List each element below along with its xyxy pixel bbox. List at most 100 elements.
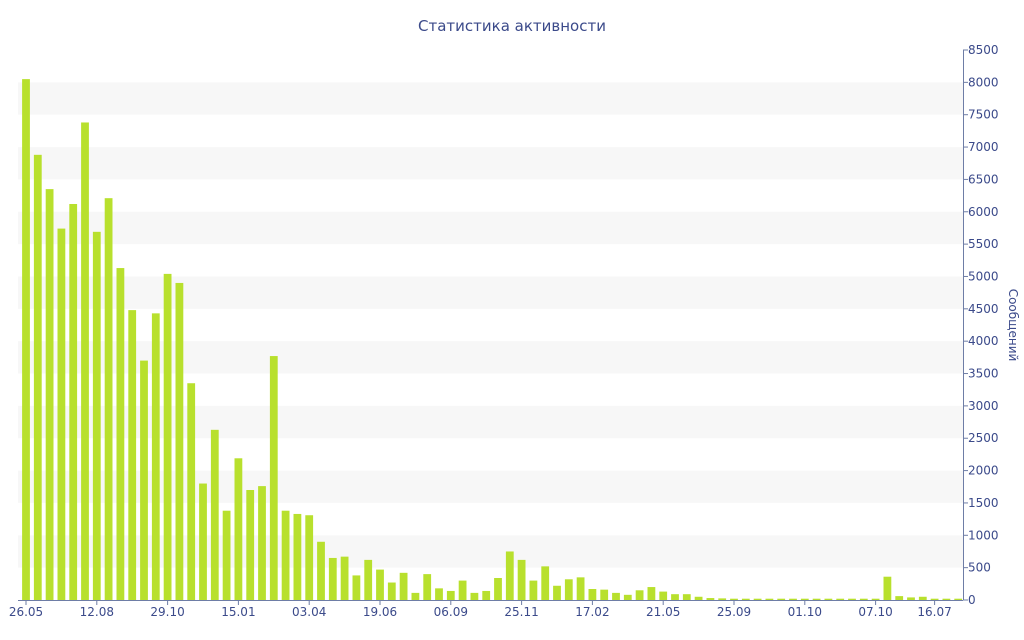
axes — [18, 50, 964, 601]
grid-band — [18, 535, 963, 568]
bar[interactable] — [907, 597, 915, 600]
bar[interactable] — [730, 598, 738, 600]
bar[interactable] — [281, 510, 290, 600]
bar[interactable] — [682, 594, 691, 600]
bar[interactable] — [930, 598, 939, 600]
bar[interactable] — [435, 588, 443, 600]
bar[interactable] — [671, 594, 679, 600]
grid-band — [18, 276, 963, 309]
bar[interactable] — [553, 585, 561, 600]
bar[interactable] — [623, 594, 632, 600]
bar[interactable] — [57, 228, 66, 600]
bar[interactable] — [612, 592, 620, 600]
bar[interactable] — [411, 592, 420, 600]
bar[interactable] — [588, 589, 597, 600]
bar[interactable] — [446, 590, 455, 600]
y-tick-label: 8500 — [968, 43, 999, 57]
bar[interactable] — [470, 592, 479, 600]
bar[interactable] — [210, 429, 219, 600]
bar[interactable] — [789, 598, 797, 600]
x-tick-label: 29.10 — [150, 605, 184, 619]
bar[interactable] — [635, 590, 644, 600]
bar[interactable] — [777, 598, 786, 600]
bar[interactable] — [352, 575, 361, 600]
bar[interactable] — [895, 596, 904, 600]
grid-band — [18, 405, 963, 439]
bar[interactable] — [505, 551, 514, 600]
bar[interactable] — [33, 154, 42, 600]
x-tick-label: 03.04 — [292, 605, 326, 619]
bar[interactable] — [151, 313, 160, 600]
bar[interactable] — [517, 559, 526, 600]
bar[interactable] — [482, 590, 491, 600]
bar[interactable] — [800, 598, 809, 600]
bar[interactable] — [116, 268, 125, 600]
bar[interactable] — [293, 513, 302, 600]
bar[interactable] — [328, 557, 337, 600]
bar[interactable] — [564, 579, 573, 600]
bar[interactable] — [45, 189, 54, 600]
bar[interactable] — [234, 458, 243, 600]
bar[interactable] — [529, 580, 538, 600]
x-tick-label: 16.07 — [917, 605, 951, 619]
bar[interactable] — [269, 356, 278, 600]
x-tick-label: 12.08 — [80, 605, 114, 619]
bar[interactable] — [458, 580, 467, 600]
bar[interactable] — [305, 515, 314, 600]
bar[interactable] — [163, 273, 172, 600]
y-tick-label: 7000 — [968, 140, 999, 154]
bar[interactable] — [258, 486, 266, 600]
x-tick-label: 26.05 — [9, 605, 43, 619]
bar[interactable] — [175, 282, 184, 600]
bar[interactable] — [81, 122, 89, 601]
bar[interactable] — [340, 556, 349, 600]
bar[interactable] — [836, 598, 845, 600]
y-tick-label: 0 — [968, 593, 976, 607]
bar[interactable] — [718, 598, 727, 600]
bar[interactable] — [741, 598, 750, 600]
y-tick-label: 6000 — [968, 205, 999, 219]
bar[interactable] — [824, 598, 833, 600]
bar[interactable] — [812, 598, 821, 600]
bar[interactable] — [576, 577, 585, 600]
x-tick-labels: 26.05 12.08 29.10 15.01 03.04 19.06 06.09 25.11… — [9, 600, 952, 619]
bar[interactable] — [128, 310, 137, 600]
bar[interactable] — [69, 204, 78, 600]
bar[interactable] — [199, 483, 207, 600]
bar[interactable] — [541, 566, 550, 600]
bar[interactable] — [104, 198, 113, 601]
bar[interactable] — [954, 598, 963, 600]
bar[interactable] — [600, 589, 609, 600]
bar[interactable] — [317, 541, 325, 600]
bar[interactable] — [494, 578, 502, 600]
grid-band — [18, 470, 963, 503]
bar[interactable] — [140, 360, 148, 600]
bar[interactable] — [848, 598, 856, 600]
bar[interactable] — [187, 383, 196, 600]
bar[interactable] — [918, 596, 927, 600]
bar[interactable] — [647, 587, 656, 600]
y-tick-label: 8000 — [968, 75, 999, 89]
grid-band — [18, 147, 963, 180]
bar[interactable] — [883, 576, 892, 600]
grid-band — [18, 211, 963, 245]
x-tick-label: 06.09 — [434, 605, 468, 619]
bar[interactable] — [942, 598, 951, 600]
bar[interactable] — [765, 598, 774, 600]
x-tick-label: 25.09 — [717, 605, 751, 619]
bar[interactable] — [22, 79, 30, 600]
bar[interactable] — [364, 559, 373, 600]
bar[interactable] — [222, 510, 231, 600]
bar[interactable] — [246, 490, 255, 600]
bar[interactable] — [399, 572, 408, 600]
bar[interactable] — [694, 596, 703, 600]
bar[interactable] — [859, 598, 868, 600]
bar[interactable] — [423, 574, 432, 600]
bar[interactable] — [92, 231, 101, 600]
bar[interactable] — [706, 598, 715, 600]
bar[interactable] — [753, 598, 762, 600]
bar[interactable] — [659, 591, 668, 600]
bar[interactable] — [376, 569, 384, 600]
bar[interactable] — [871, 598, 880, 600]
bar[interactable] — [387, 582, 396, 600]
